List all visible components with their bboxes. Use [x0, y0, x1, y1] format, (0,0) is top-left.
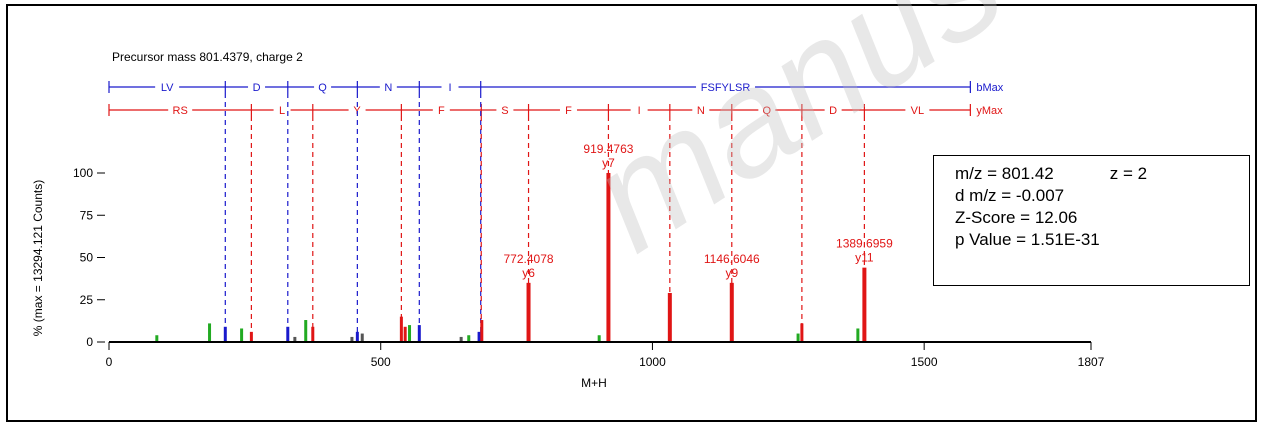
peak-bar	[480, 320, 484, 342]
b-ladder-residue-label: LV	[161, 82, 174, 94]
peak-ion-label: y7	[602, 156, 615, 170]
x-tick-label: 1500	[911, 355, 938, 369]
peak-bar	[249, 331, 253, 342]
y-tick-label: 75	[80, 208, 94, 222]
peak-bar	[800, 323, 804, 342]
x-axis-label: M+H	[581, 376, 607, 390]
peak-bar	[403, 326, 407, 342]
peak-bar	[155, 335, 159, 342]
y-ladder-residue-label: Q	[763, 105, 772, 117]
x-tick-label: 1000	[639, 355, 666, 369]
y-ladder-residue-label: RS	[173, 105, 188, 117]
peak-bar	[526, 282, 531, 342]
ion-ladders: LVDQNIFSFYLSRbMaxRSLYFSFINQDVLyMax	[108, 81, 1004, 117]
b-ladder-residue-label: D	[253, 82, 261, 94]
peak-bar	[208, 323, 212, 342]
peak-bar	[399, 316, 403, 342]
peak-bar	[408, 325, 412, 342]
peak-bar	[459, 336, 463, 342]
y-tick-label: 25	[80, 293, 94, 307]
peak-bar	[293, 336, 297, 342]
y-ladder-end-label: yMax	[976, 105, 1003, 117]
y-ladder-residue-label: S	[501, 105, 508, 117]
charge-value: z = 2	[1109, 164, 1148, 183]
fragment-guides	[224, 93, 865, 342]
z-score-value: Z-Score = 12.06	[955, 208, 1078, 227]
x-tick-label: 1807	[1078, 355, 1105, 369]
peak-bar	[856, 328, 860, 342]
peak-bar	[667, 292, 672, 342]
b-ladder-end-label: bMax	[976, 82, 1003, 94]
delta-mz-value: d m/z = -0.007	[955, 186, 1065, 205]
peak-bar	[729, 282, 734, 342]
peak-bar	[304, 320, 308, 342]
mz-value: m/z = 801.42	[955, 164, 1054, 183]
peak-mz-label: 919.4763	[583, 142, 633, 156]
y-ladder-residue-label: F	[565, 105, 572, 117]
peak-bar	[597, 335, 601, 342]
y-tick-label: 100	[73, 166, 93, 180]
peak-bar	[240, 328, 244, 342]
y-ladder-residue-label: D	[829, 105, 837, 117]
x-tick-label: 0	[106, 355, 113, 369]
spectrum-peaks	[155, 173, 867, 342]
peak-bar	[350, 336, 354, 342]
y-ladder-residue-label: F	[438, 105, 445, 117]
peak-bar	[355, 331, 359, 342]
peak-bar	[360, 333, 364, 342]
chart-title: Precursor mass 801.4379, charge 2	[112, 50, 303, 64]
axes: 0 500 1000 1500 1807 0 25 50 75 100	[73, 166, 1105, 369]
peak-bar	[311, 326, 315, 342]
peak-bar	[223, 326, 227, 342]
peak-bar	[606, 173, 611, 342]
p-value: p Value = 1.51E-31	[955, 230, 1100, 249]
peak-bar	[796, 333, 800, 342]
y-ladder-residue-label: N	[697, 105, 705, 117]
b-ladder-residue-label: Q	[318, 82, 327, 94]
peak-ion-label: y9	[725, 266, 738, 280]
y-ladder-residue-label: VL	[911, 105, 924, 117]
peak-mz-label: 1146.6046	[704, 252, 760, 266]
peak-bar	[477, 331, 481, 342]
b-ladder-residue-label: I	[448, 82, 451, 94]
peak-bar	[286, 326, 290, 342]
peak-bar	[467, 335, 471, 342]
b-ladder-residue-label: N	[384, 82, 392, 94]
x-tick-label: 500	[371, 355, 391, 369]
y-ladder-residue-label: L	[279, 105, 285, 117]
peak-mz-label: 1389.6959	[836, 237, 893, 251]
peak-mz-label: 772.4078	[504, 252, 554, 266]
peak-ion-label: y6	[522, 266, 535, 280]
b-ladder-residue-label: FSFYLSR	[701, 82, 751, 94]
peak-ion-label: y11	[855, 251, 874, 265]
peak-bar	[862, 267, 867, 342]
y-ladder-residue-label: I	[638, 105, 641, 117]
y-tick-label: 50	[80, 251, 94, 265]
score-box: m/z = 801.42 z = 2 d m/z = -0.007 Z-Score…	[933, 155, 1250, 286]
peak-bar	[417, 325, 421, 342]
y-axis-label: % (max = 13294.121 Counts)	[31, 180, 45, 336]
y-tick-label: 0	[86, 335, 93, 349]
